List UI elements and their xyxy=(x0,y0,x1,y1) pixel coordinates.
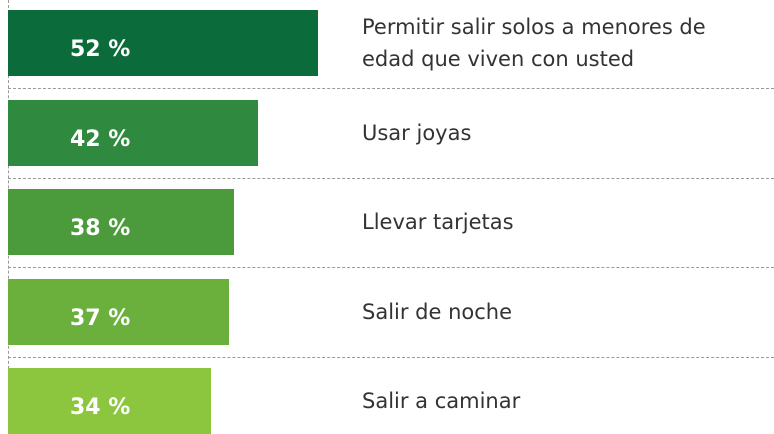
value-label: 38 % xyxy=(70,216,131,241)
value-label: 37 % xyxy=(70,305,131,331)
bar xyxy=(8,368,211,434)
bar xyxy=(8,189,235,255)
separator xyxy=(8,267,774,268)
value-label: 34 % xyxy=(70,395,131,420)
separator xyxy=(8,356,774,358)
category-label: Usar joyas xyxy=(362,120,472,145)
category-label: Salir de noche xyxy=(362,299,513,324)
category-label: Salir a caminar xyxy=(362,389,521,413)
separator xyxy=(8,177,774,179)
value-label: 42 % xyxy=(70,126,131,152)
bar xyxy=(8,278,229,345)
category-label: Permitir salir solos a menores de edad q… xyxy=(362,15,706,71)
value-label: 52 % xyxy=(70,37,131,62)
category-label: Llevar tarjetas xyxy=(362,210,514,234)
bar xyxy=(8,99,259,166)
separator xyxy=(8,88,774,89)
bar xyxy=(8,10,318,76)
